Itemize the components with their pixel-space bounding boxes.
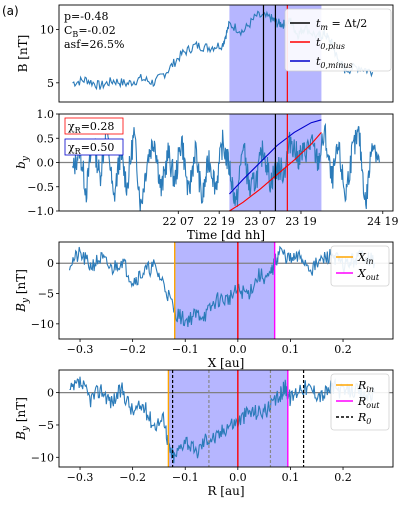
x-tick-label: 0.2 (334, 343, 352, 356)
x-tick-label: 0.0 (229, 471, 247, 484)
x-tick-label: −0.1 (172, 343, 199, 356)
y-tick-label: −1.0 (27, 205, 54, 218)
chi-box (64, 117, 124, 135)
x-tick-label: −0.3 (67, 471, 94, 484)
by-series-line (72, 122, 380, 211)
y-tick-label: 5 (47, 77, 54, 90)
panel-by-vs-x: −10 −5 0 −0.3 −0.2 −0.1 0.0 0.1 0.2 X [au] By [nT]… (14, 241, 394, 370)
x-tick-label: 0.0 (229, 343, 247, 356)
x-tick-label: −0.2 (119, 343, 146, 356)
shaded-interval (174, 242, 275, 339)
y-tick-label: 0.5 (37, 132, 55, 145)
y-tick-label: 1.0 (37, 108, 55, 121)
axes-frame (58, 4, 394, 103)
x-tick-label: 23 19 (285, 215, 317, 228)
legend-label: tm = Δt/2 (316, 17, 367, 32)
x-tick-label: −0.1 (172, 471, 199, 484)
y-axis-label: By [nT] (14, 397, 31, 441)
legend-box (330, 373, 390, 431)
axes-frame (58, 241, 394, 340)
x-axis-label: R [au] (207, 484, 244, 498)
panel-by: −1.0 −0.5 0.0 0.5 1.0 22 07 22 19 23 07 23 19 24 … (14, 108, 399, 242)
x-axis-label: X [au] (208, 356, 245, 370)
y-tick-label: 0 (47, 257, 54, 270)
y-axis-label: by (14, 155, 31, 169)
legend-box (330, 245, 390, 287)
panel-b-magnitude: p=-0.48 CB=-0.02 asf=26.5% 5 10 B [nT] tm =… (16, 4, 394, 103)
x-tick-label: 0.1 (282, 471, 300, 484)
annotation-asf: asf=26.5% (64, 38, 124, 51)
x-tick-label: 0.1 (282, 343, 300, 356)
y-tick-label: −10 (31, 318, 54, 331)
panel-by-vs-r: −10 −5 0 −0.3 −0.2 −0.1 0.0 0.1 0.2 R [au] By [nT]… (14, 369, 394, 498)
shaded-interval (168, 370, 288, 467)
annotation-cb: CB=-0.02 (64, 24, 116, 39)
panel-label: (a) (2, 4, 19, 18)
x-tick-label: −0.3 (67, 343, 94, 356)
x-tick-label: 0.2 (334, 471, 352, 484)
by-series-line (69, 376, 376, 464)
y-tick-label: −5 (38, 288, 54, 301)
y-tick-label: −10 (31, 451, 54, 464)
y-tick-label: 0.0 (37, 157, 55, 170)
y-axis-label: By [nT] (14, 269, 31, 313)
annotation-p: p=-0.48 (64, 10, 108, 23)
x-tick-label: 22 19 (203, 215, 235, 228)
legend-box (284, 8, 392, 72)
y-tick-label: −5 (38, 419, 54, 432)
y-tick-label: 0 (47, 387, 54, 400)
x-tick-label: 23 07 (244, 215, 276, 228)
x-tick-label: −0.2 (119, 471, 146, 484)
x-axis-label: Time [dd hh] (187, 228, 265, 242)
y-tick-label: 10 (40, 24, 54, 37)
axes-frame (58, 369, 394, 468)
y-axis-label: B [nT] (16, 35, 30, 73)
fit-plus-curve (229, 132, 322, 212)
by-series-line (68, 245, 376, 328)
x-tick-label: 22 07 (163, 215, 195, 228)
y-tick-label: −0.5 (27, 181, 54, 194)
chi-box (64, 138, 124, 156)
x-tick-label: 24 19 (367, 215, 399, 228)
fit-minus-curve (228, 119, 322, 195)
